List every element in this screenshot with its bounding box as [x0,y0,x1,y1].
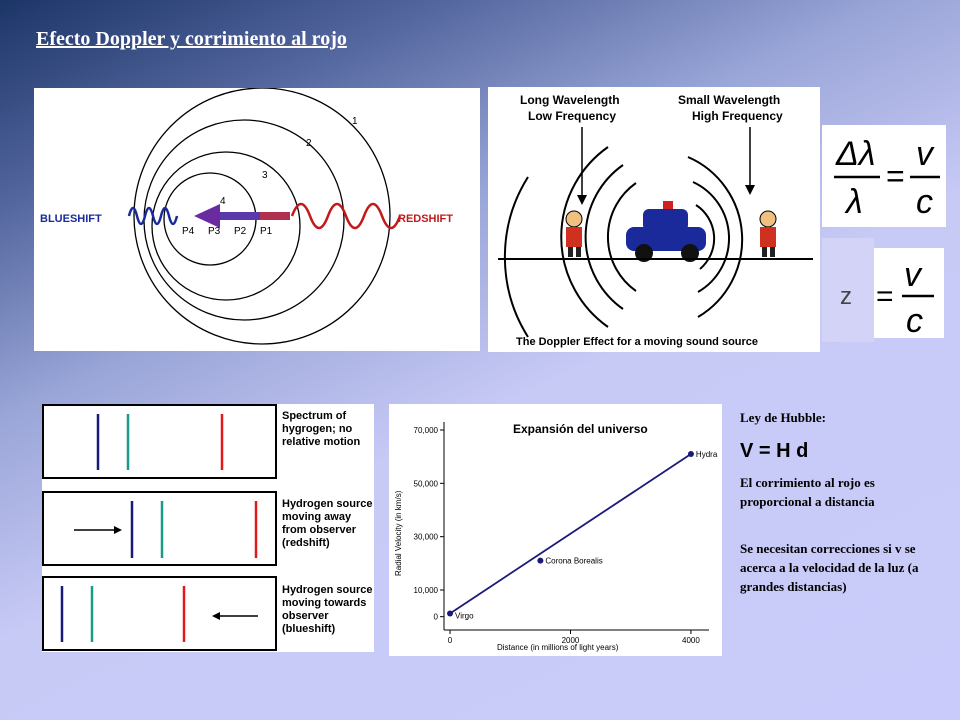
doppler-wavefront-diagram: 1 2 3 4 BLUESHIFT REDSHIFT P4 P3 P2 P1 [34,88,480,351]
hubble-law-title: Ley de Hubble: [740,410,826,425]
x-tick-label: 0 [448,636,453,645]
spectrum-label-rest: Spectrum of hygrogen; no relative motion [282,410,361,448]
ring-label-1: 1 [352,116,358,127]
car-caption: The Doppler Effect for a moving sound so… [516,336,758,348]
data-point-hydra [687,451,694,457]
point-label-p4: P4 [182,226,195,237]
data-point-corona-borealis [537,557,544,564]
y-axis-label: Radial Velocity (in km/s) [394,490,403,576]
hubble-trend-line [449,453,692,615]
car-icon [626,201,706,262]
y-tick-label: 50,000 [414,479,439,488]
formula-z: z [840,283,852,310]
hubble-note-1: El corrimiento al rojo es proporcional a… [740,475,875,509]
data-label-virgo: Virgo [455,611,474,620]
doppler-formula: Δλ λ = v c [822,125,946,227]
blue-wave [127,206,179,226]
hydrogen-spectra-diagram: Spectrum of hygrogen; no relative motion… [42,404,374,652]
formula-delta-lambda: Δλ [835,135,876,173]
formula-equals: = [886,158,905,194]
long-wavelength-label: Long Wavelength [520,93,620,107]
wavefront-ring-3 [151,151,301,301]
hubble-equation: V = H d [740,440,809,462]
spectrum-box-redshift [42,491,277,566]
source-arrow-head [194,204,220,228]
blueshift-label: BLUESHIFT [40,213,102,225]
source-path-red [260,212,290,220]
data-point-virgo [447,610,454,617]
formula-lambda: λ [844,183,863,221]
ring-label-3: 3 [262,170,268,181]
spectrum-box-blueshift [42,576,277,651]
small-wavelength-label: Small Wavelength [678,93,780,107]
data-label-hydra: Hydra [696,450,718,459]
ring-label-2: 2 [306,138,312,149]
x-tick-label: 2000 [562,636,580,645]
right-listener-icon [759,210,777,257]
chart-title: Expansión del universo [513,422,648,436]
point-label-p1: P1 [260,226,273,237]
redshift-label: REDSHIFT [398,213,453,225]
y-tick-label: 10,000 [414,586,439,595]
y-tick-label: 30,000 [414,533,439,542]
slide-title: Efecto Doppler y corrimiento al rojo [36,28,347,50]
y-tick-label: 70,000 [414,426,439,435]
ring-label-4: 4 [220,196,226,207]
red-wave [290,202,402,230]
data-label-corona-borealis: Corona Borealis [545,557,602,566]
spectrum-box-rest [42,404,277,479]
formula2-v: v [904,256,923,294]
doppler-car-illustration: Long Wavelength Low Frequency Small Wave… [488,87,820,352]
wavefront-ring-1 [133,88,391,345]
redshift-formula: = v c [874,248,944,338]
formula2-equals: = [876,280,894,313]
point-label-p3: P3 [208,226,221,237]
source-path-blue [220,212,260,220]
hubble-law-notes: Ley de Hubble: V = H d El corrimiento al… [740,410,930,596]
point-label-p2: P2 [234,226,247,237]
x-tick-label: 4000 [682,636,700,645]
spectrum-label-redshift: Hydrogen source moving away from observe… [282,498,373,549]
redshift-z-box: z [822,238,874,342]
left-listener-icon [565,210,583,257]
formula-c: c [916,183,933,221]
formula-v: v [916,135,935,173]
high-frequency-label: High Frequency [692,109,783,123]
hubble-chart: Expansión del universo 0 10,000 30,000 50,0… [389,404,722,656]
low-frequency-label: Low Frequency [528,109,616,123]
hubble-note-2: Se necesitan correcciones si v se acerca… [740,541,919,594]
spectrum-label-blueshift: Hydrogen source moving towards observer … [282,584,373,635]
formula2-c: c [906,302,923,338]
y-tick-label: 0 [434,613,439,622]
x-axis-label: Distance (in millions of light years) [497,643,619,652]
